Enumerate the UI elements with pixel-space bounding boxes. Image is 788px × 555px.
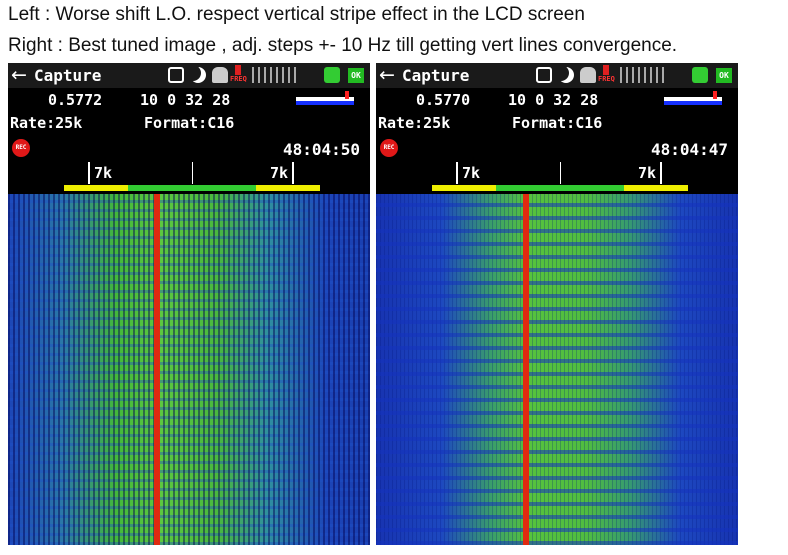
level-peak <box>713 91 717 99</box>
freq-badge: FREQ <box>230 75 247 83</box>
waterfall <box>8 194 370 545</box>
scale-right: 7k <box>270 164 289 182</box>
speaker-icon <box>324 67 340 83</box>
header-bar <box>376 63 738 88</box>
caption-line: Right : Best tuned image , adj. steps +-… <box>8 35 678 56</box>
scale-tick <box>192 162 193 184</box>
scale-tick <box>560 162 561 184</box>
back-arrow: ← <box>11 64 27 86</box>
level-bar <box>296 97 354 101</box>
clock: 48:04:47 <box>651 140 729 159</box>
scale-right: 7k <box>638 164 657 182</box>
format: Format:C16 <box>512 114 603 132</box>
speaker-icon <box>692 67 708 83</box>
camera-icon <box>168 67 184 83</box>
frequency: 0.5772 <box>48 91 103 109</box>
header-bar <box>8 63 370 88</box>
camera-icon <box>536 67 552 83</box>
frequency: 0.5770 <box>416 91 471 109</box>
level-bar <box>296 101 354 105</box>
level-bar <box>664 97 722 101</box>
rate: Rate:25k <box>10 114 83 132</box>
signal-icons <box>252 67 300 83</box>
device-screen: ← Capture FREQ OK 0.5772 10 0 32 28 Rate:25k Fo… <box>8 63 370 545</box>
freq-icon <box>598 65 614 81</box>
back-arrow: ← <box>379 64 395 86</box>
rec-button: REC <box>12 139 30 157</box>
freq-badge: FREQ <box>598 75 615 83</box>
rec-button: REC <box>380 139 398 157</box>
level-peak <box>345 91 349 99</box>
clock: 48:04:50 <box>283 140 361 159</box>
freq-icon <box>230 65 246 81</box>
scale-tick <box>292 162 294 184</box>
level-bar <box>664 101 722 105</box>
caption-line: Left : Worse shift L.O. respect vertical… <box>8 4 585 25</box>
scale-left: 7k <box>94 164 113 182</box>
fields: 10 0 32 28 <box>508 91 599 109</box>
person-icon <box>580 67 596 83</box>
waterfall <box>376 194 738 545</box>
filter-bar <box>64 185 320 191</box>
filter-bar <box>432 185 688 191</box>
screen-title: Capture <box>402 66 470 85</box>
moon-icon <box>190 67 206 83</box>
ok-badge: OK <box>348 68 364 83</box>
rate: Rate:25k <box>378 114 451 132</box>
moon-icon <box>558 67 574 83</box>
scale-left: 7k <box>462 164 481 182</box>
scale-tick <box>456 162 458 184</box>
person-icon <box>212 67 228 83</box>
scale-tick <box>88 162 90 184</box>
screen-title: Capture <box>34 66 102 85</box>
scale-tick <box>660 162 662 184</box>
ok-badge: OK <box>716 68 732 83</box>
device-screen: ← Capture FREQ OK 0.5770 10 0 32 28 Rate:25k Fo… <box>376 63 738 545</box>
signal-icons <box>620 67 668 83</box>
fields: 10 0 32 28 <box>140 91 231 109</box>
format: Format:C16 <box>144 114 235 132</box>
